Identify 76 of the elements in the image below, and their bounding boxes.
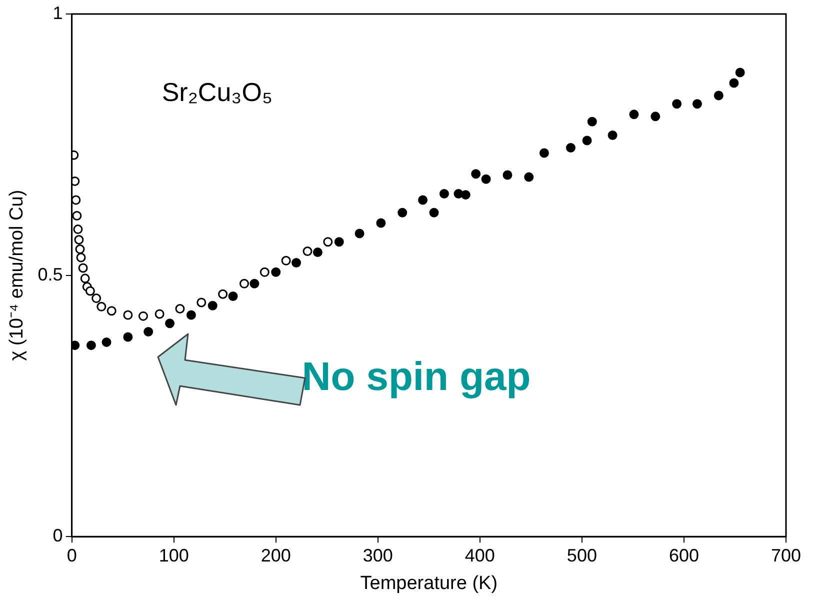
point: [106, 306, 116, 316]
point: [239, 278, 249, 288]
point: [460, 190, 470, 200]
point: [539, 148, 549, 158]
point: [96, 302, 106, 312]
point: [334, 237, 344, 247]
point: [92, 294, 102, 304]
annotation: Sr₂Cu₃O₅: [162, 77, 272, 108]
point: [281, 256, 291, 266]
point: [78, 263, 88, 273]
point: [608, 130, 618, 140]
point: [154, 309, 164, 319]
point: [729, 78, 739, 88]
point: [312, 248, 322, 258]
point: [250, 278, 260, 288]
point: [196, 298, 206, 308]
point: [72, 340, 80, 350]
point: [524, 172, 534, 182]
point: [502, 170, 512, 180]
point: [439, 189, 449, 199]
point: [72, 195, 81, 205]
point: [323, 237, 333, 247]
point: [175, 304, 185, 314]
point: [260, 267, 270, 277]
point: [75, 244, 85, 254]
point: [86, 340, 96, 350]
x-tick-label: 300: [362, 545, 393, 566]
point: [76, 252, 86, 262]
point: [714, 90, 724, 100]
x-tick-label: 100: [158, 545, 189, 566]
x-axis-title: Temperature (K): [360, 572, 498, 594]
point: [80, 274, 90, 284]
x-tick-label: 600: [668, 545, 699, 566]
x-tick-label: 700: [770, 545, 802, 566]
y-tick-label: 1: [52, 2, 63, 23]
point: [692, 99, 702, 109]
point: [85, 286, 95, 296]
point: [74, 235, 84, 245]
point: [354, 228, 364, 238]
point: [566, 143, 576, 153]
point: [650, 112, 660, 122]
point: [302, 246, 312, 256]
point: [735, 68, 745, 78]
point: [208, 300, 218, 310]
point: [186, 310, 196, 320]
point: [418, 195, 428, 205]
point: [271, 267, 281, 277]
x-tick-label: 500: [566, 545, 597, 566]
point: [429, 208, 439, 218]
point: [123, 310, 133, 320]
point: [144, 326, 154, 336]
point: [672, 99, 682, 109]
annotation: No spin gap: [302, 355, 531, 400]
x-tick-label: 0: [66, 545, 77, 566]
point: [218, 289, 228, 299]
point: [165, 318, 175, 328]
point: [292, 258, 302, 268]
point: [72, 176, 80, 186]
point: [587, 116, 597, 126]
point: [228, 291, 238, 301]
y-tick-label: 0: [52, 526, 63, 546]
point: [123, 332, 133, 342]
point: [72, 210, 82, 220]
point: [102, 337, 112, 347]
y-axis-title: χ (10⁻⁴ emu/mol Cu): [6, 190, 28, 361]
y-tick-label: 0.5: [38, 264, 63, 284]
point: [138, 311, 148, 321]
x-tick-label: 400: [464, 545, 495, 566]
point: [398, 208, 408, 218]
point: [471, 169, 481, 179]
point: [481, 174, 491, 184]
x-tick-label: 200: [260, 545, 291, 566]
point: [629, 110, 639, 120]
point: [582, 136, 592, 146]
point: [376, 218, 386, 228]
point: [73, 224, 83, 234]
